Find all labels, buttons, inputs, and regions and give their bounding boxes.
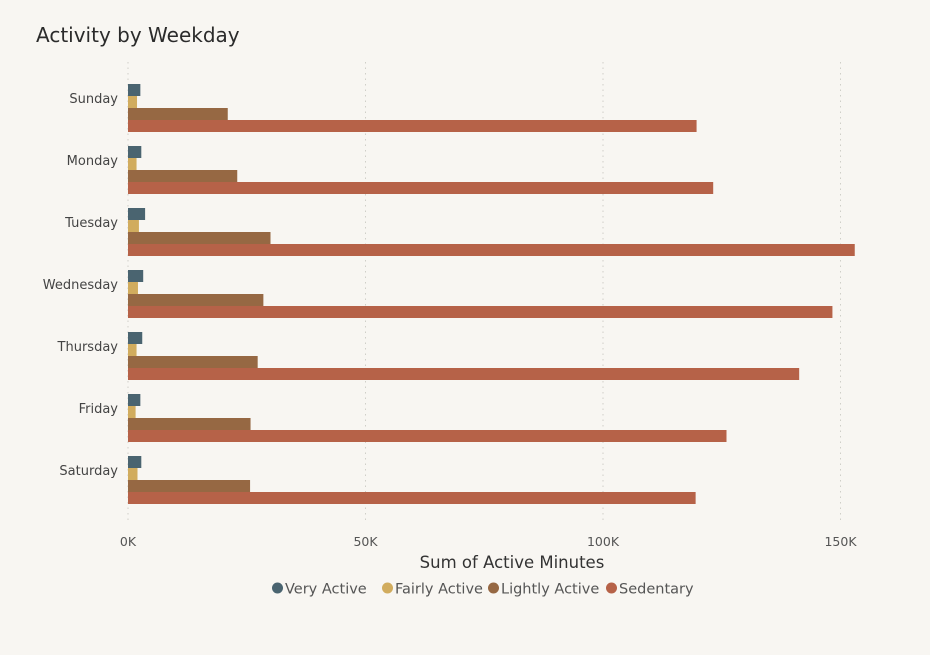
bar-very-active-tuesday[interactable]: Very Active — Tuesday: 3600 (128, 208, 146, 220)
bar-lightly-active-monday[interactable]: Lightly Active — Monday: 23000 (128, 170, 238, 182)
legend-swatch-icon (606, 582, 617, 594)
x-axis-title: Sum of Active Minutes (420, 553, 605, 572)
legend-item[interactable]: Sedentary (606, 582, 694, 598)
legend-item[interactable]: Fairly Active (382, 582, 483, 598)
category-label: Sunday (69, 92, 118, 107)
legend-item[interactable]: Lightly Active (488, 582, 599, 598)
legend-label: Sedentary (619, 582, 694, 598)
category-label: Saturday (59, 464, 118, 479)
category-label: Friday (79, 402, 119, 417)
bar-sedentary-saturday[interactable]: Sedentary — Saturday: 119500 (128, 492, 696, 504)
bar-very-active-friday[interactable]: Very Active — Friday: 2600 (128, 394, 141, 406)
category-label: Wednesday (43, 278, 119, 293)
category-label: Monday (67, 154, 119, 169)
legend-label: Lightly Active (501, 582, 599, 598)
bar-very-active-thursday[interactable]: Very Active — Thursday: 3000 (128, 332, 143, 344)
bar-fairly-active-tuesday[interactable]: Fairly Active — Tuesday: 2300 (128, 220, 139, 232)
bar-fairly-active-wednesday[interactable]: Fairly Active — Wednesday: 2100 (128, 282, 138, 294)
bars: Very Active — Sunday: 2600Fairly Active … (128, 84, 855, 504)
legend: Very Active Fairly Active Lightly Active Se… (272, 582, 694, 598)
bar-very-active-monday[interactable]: Very Active — Monday: 2800 (128, 146, 142, 158)
x-axis-ticks: 0K 50K 100K 150K (120, 534, 857, 549)
legend-swatch-icon (382, 582, 393, 594)
category-label: Tuesday (64, 216, 118, 231)
legend-label: Very Active (285, 582, 367, 598)
x-tick-label: 150K (824, 534, 857, 549)
legend-label: Fairly Active (395, 582, 483, 598)
bar-fairly-active-friday[interactable]: Fairly Active — Friday: 1600 (128, 406, 136, 418)
bar-sedentary-thursday[interactable]: Sedentary — Thursday: 141300 (128, 368, 800, 380)
x-tick-label: 50K (353, 534, 378, 549)
bar-lightly-active-saturday[interactable]: Lightly Active — Saturday: 25700 (128, 480, 251, 492)
bar-sedentary-monday[interactable]: Sedentary — Monday: 123200 (128, 182, 714, 194)
bar-very-active-sunday[interactable]: Very Active — Sunday: 2600 (128, 84, 141, 96)
bar-lightly-active-wednesday[interactable]: Lightly Active — Wednesday: 28500 (128, 294, 264, 306)
bar-very-active-saturday[interactable]: Very Active — Saturday: 2800 (128, 456, 142, 468)
bar-lightly-active-tuesday[interactable]: Lightly Active — Tuesday: 30000 (128, 232, 271, 244)
bar-fairly-active-monday[interactable]: Fairly Active — Monday: 1800 (128, 158, 137, 170)
bar-fairly-active-sunday[interactable]: Fairly Active — Sunday: 1900 (128, 96, 138, 108)
bar-very-active-wednesday[interactable]: Very Active — Wednesday: 3200 (128, 270, 144, 282)
category-labels: Sunday Monday Tuesday Wednesday Thursday Frid… (43, 92, 119, 479)
legend-item[interactable]: Very Active (272, 582, 367, 598)
bar-lightly-active-thursday[interactable]: Lightly Active — Thursday: 27300 (128, 356, 258, 368)
x-tick-label: 0K (120, 534, 137, 549)
bar-fairly-active-saturday[interactable]: Fairly Active — Saturday: 2000 (128, 468, 138, 480)
bar-sedentary-sunday[interactable]: Sedentary — Sunday: 119700 (128, 120, 697, 132)
bar-sedentary-tuesday[interactable]: Sedentary — Tuesday: 153000 (128, 244, 855, 256)
bar-lightly-active-friday[interactable]: Lightly Active — Friday: 25800 (128, 418, 251, 430)
bar-sedentary-friday[interactable]: Sedentary — Friday: 126000 (128, 430, 727, 442)
legend-swatch-icon (488, 582, 499, 594)
x-tick-label: 100K (587, 534, 620, 549)
bar-sedentary-wednesday[interactable]: Sedentary — Wednesday: 148300 (128, 306, 833, 318)
legend-swatch-icon (272, 582, 283, 594)
category-label: Thursday (57, 340, 119, 355)
chart-title: Activity by Weekday (36, 23, 240, 47)
bar-lightly-active-sunday[interactable]: Lightly Active — Sunday: 21000 (128, 108, 228, 120)
bar-fairly-active-thursday[interactable]: Fairly Active — Thursday: 1800 (128, 344, 137, 356)
